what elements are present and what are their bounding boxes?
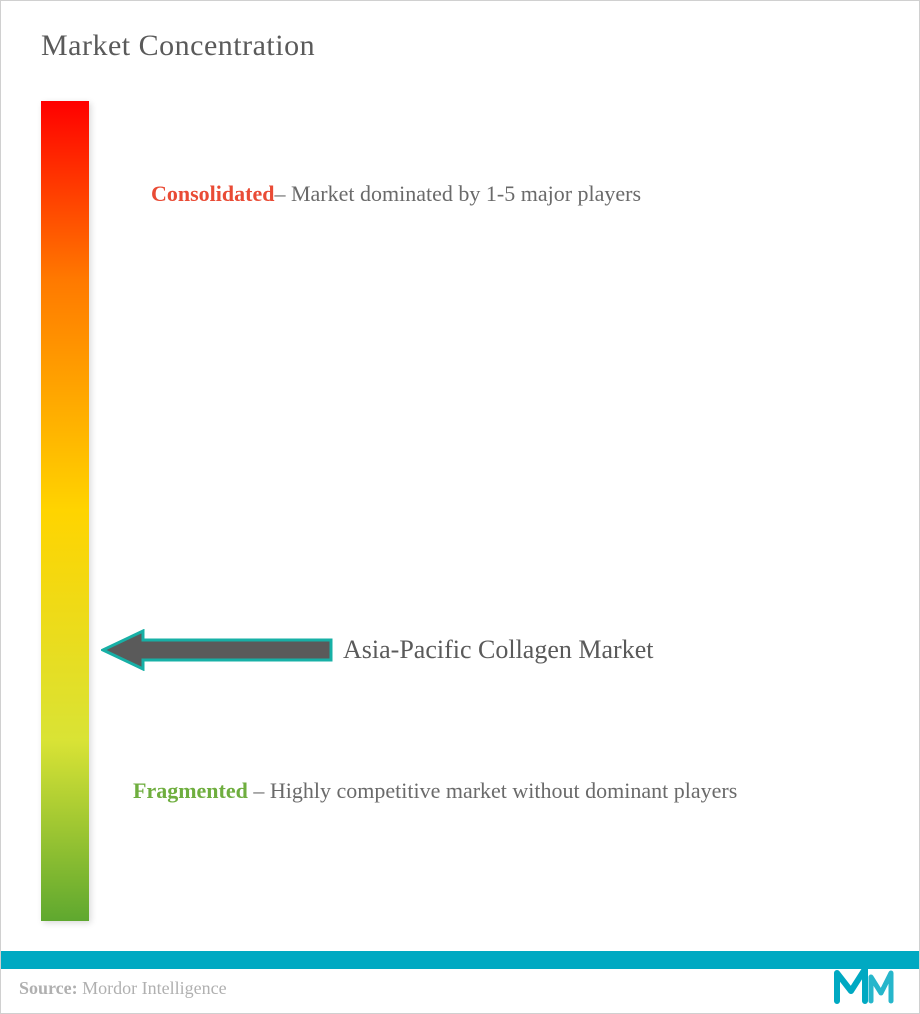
source-attribution: Source: Mordor Intelligence [19, 978, 227, 999]
footer-accent-bar [1, 951, 919, 969]
source-prefix: Source: [19, 978, 82, 998]
source-name: Mordor Intelligence [82, 978, 226, 998]
market-position-marker: Asia-Pacific Collagen Market [101, 629, 653, 671]
fragmented-label: Fragmented [133, 778, 248, 803]
market-label: Asia-Pacific Collagen Market [343, 635, 653, 665]
consolidated-annotation: Consolidated– Market dominated by 1-5 ma… [151, 181, 851, 207]
infographic-container: Market Concentration Consolidated– Marke… [0, 0, 920, 1014]
fragmented-description: – Highly competitive market without domi… [248, 778, 737, 803]
arrow-left-icon [101, 629, 333, 671]
brand-logo-icon [833, 963, 903, 1005]
logo-m-path [837, 969, 865, 1001]
arrow-polygon [103, 631, 331, 669]
logo-n-path [871, 973, 891, 1001]
fragmented-annotation: Fragmented – Highly competitive market w… [133, 767, 873, 815]
concentration-gradient-bar [41, 101, 89, 921]
consolidated-label: Consolidated [151, 181, 274, 206]
page-title: Market Concentration [41, 29, 315, 63]
consolidated-description: – Market dominated by 1-5 major players [274, 181, 641, 206]
